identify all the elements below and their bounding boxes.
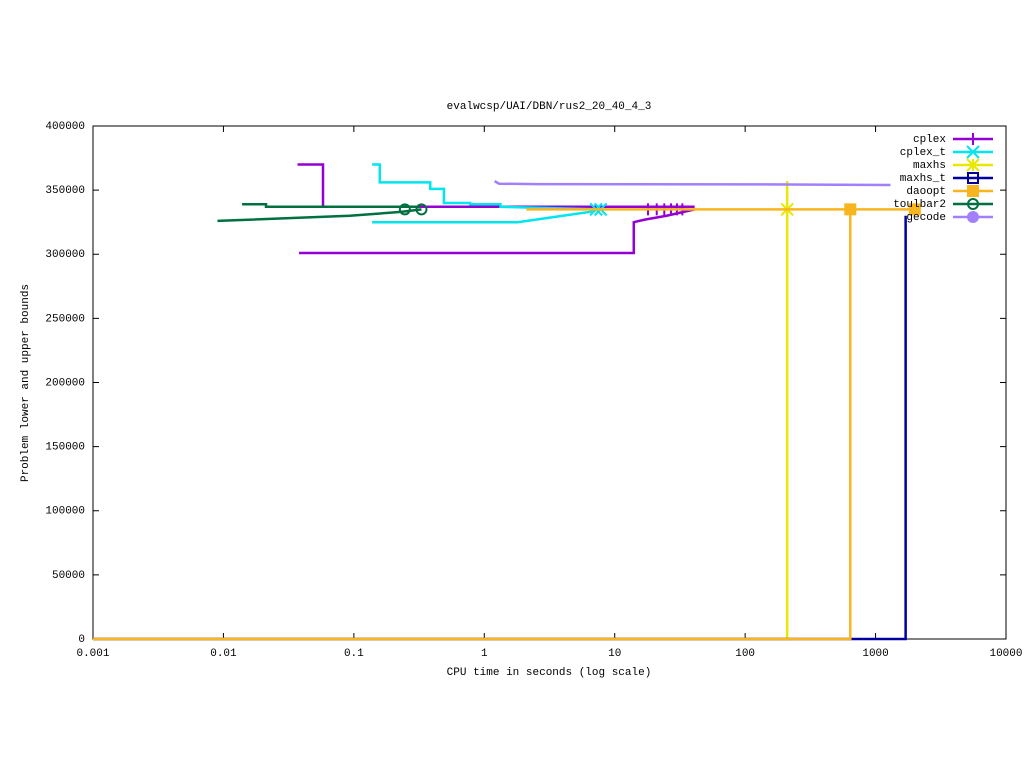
plot-frame: [92, 125, 1007, 640]
x-tick-label: 100: [735, 648, 755, 660]
marker-stroke: [966, 145, 980, 159]
x-tick-label: 10: [608, 648, 621, 660]
marker-shape: [967, 172, 979, 184]
y-tick-label: 50000: [52, 570, 85, 582]
y-tick-label: 150000: [45, 442, 85, 454]
x-tick-label: 10000: [989, 648, 1022, 660]
series-line: [93, 215, 907, 641]
marker-shape: [967, 211, 979, 223]
legend-label: cplex_t: [900, 147, 946, 159]
legend-label: maxhs: [913, 160, 946, 172]
marker-shape: [967, 198, 979, 210]
marker-shape: [398, 203, 411, 216]
x-tick-label: 1: [481, 648, 488, 660]
legend-label: cplex: [913, 134, 946, 146]
x-tick-label: 0.1: [344, 648, 364, 660]
marker: [415, 203, 428, 216]
x-tick-label: 0.001: [76, 648, 109, 660]
chart-title: evalwcsp/UAI/DBN/rus2_20_40_4_3: [447, 101, 652, 113]
series-line: [372, 163, 599, 211]
legend-label: maxhs_t: [900, 173, 946, 185]
y-tick-label: 100000: [45, 506, 85, 518]
legend-label: gecode: [906, 212, 946, 224]
series-line: [297, 163, 695, 209]
marker: [966, 158, 980, 172]
series-line: [217, 208, 422, 223]
marker: [967, 133, 979, 145]
marker: [908, 203, 921, 216]
marker-shape: [967, 185, 979, 197]
marker: [967, 172, 979, 184]
series-line: [242, 202, 420, 209]
y-tick-label: 300000: [45, 249, 85, 261]
marker: [966, 145, 980, 159]
y-tick-label: 250000: [45, 313, 85, 325]
marker-shape: [844, 203, 857, 216]
marker-stroke: [966, 158, 980, 172]
marker-shape: [908, 203, 921, 216]
x-tick-label: 0.01: [210, 648, 237, 660]
legend-label: toulbar2: [893, 199, 946, 211]
y-tick-label: 350000: [45, 185, 85, 197]
y-tick-label: 200000: [45, 377, 85, 389]
marker: [844, 203, 857, 216]
series-line: [493, 180, 891, 187]
marker: [967, 211, 979, 223]
series-line: [372, 208, 599, 224]
y-tick-label: 400000: [45, 121, 85, 133]
marker: [967, 185, 979, 197]
y-tick-label: 0: [78, 634, 85, 646]
y-axis-label: Problem lower and upper bounds: [20, 284, 32, 482]
marker-shape: [415, 203, 428, 216]
legend-label: daoopt: [906, 186, 946, 198]
x-tick-label: 1000: [862, 648, 888, 660]
series-line: [93, 181, 789, 641]
x-axis-label: CPU time in seconds (log scale): [447, 667, 652, 679]
marker: [967, 198, 979, 210]
marker: [398, 203, 411, 216]
series-line: [93, 209, 852, 641]
